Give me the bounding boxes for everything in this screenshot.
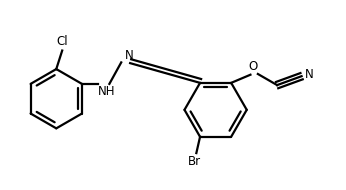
Text: Br: Br <box>188 155 201 168</box>
Text: NH: NH <box>98 85 116 98</box>
Text: O: O <box>249 60 258 73</box>
Text: Cl: Cl <box>56 35 68 48</box>
Text: N: N <box>304 68 313 81</box>
Text: N: N <box>125 49 134 62</box>
